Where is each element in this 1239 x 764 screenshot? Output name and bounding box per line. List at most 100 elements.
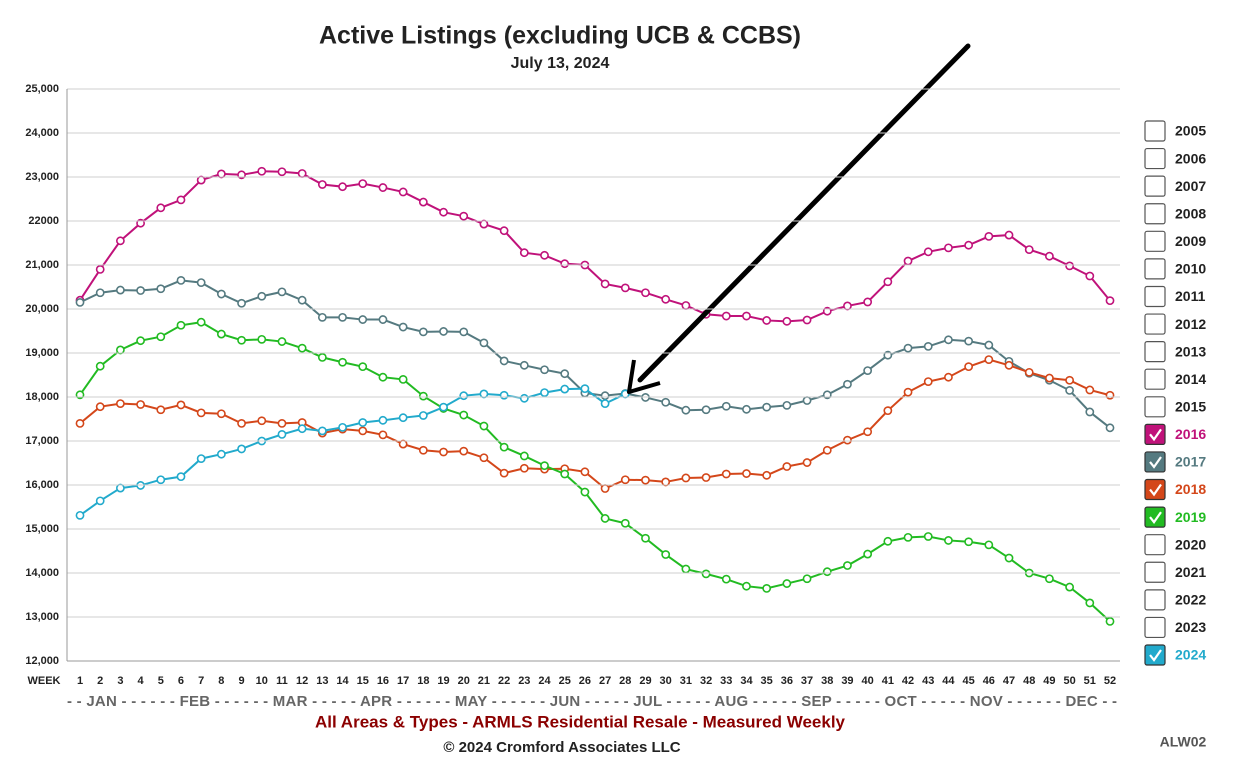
x-tick-label: 31 [680, 675, 692, 687]
x-tick-label: 26 [579, 675, 591, 687]
x-tick-label: 24 [538, 675, 551, 687]
data-point [338, 422, 347, 432]
legend-item: 2005 [1144, 120, 1206, 142]
data-point [903, 532, 913, 542]
data-point [1065, 385, 1075, 395]
y-tick-label: 17,000 [25, 435, 59, 447]
legend-checkbox [1144, 451, 1166, 473]
data-point [277, 418, 287, 428]
x-tick-label: 2 [97, 675, 103, 687]
data-point [257, 334, 267, 344]
y-tick-label: 24,000 [25, 127, 59, 139]
y-tick-label: 22000 [28, 215, 59, 227]
legend-checkbox [1144, 147, 1166, 170]
x-tick-label: 25 [559, 675, 571, 687]
data-point [459, 391, 469, 401]
data-point [378, 430, 388, 440]
data-point [580, 467, 590, 477]
data-point [479, 453, 489, 463]
x-tick-label: 9 [239, 675, 245, 687]
data-point [620, 475, 630, 485]
data-point [863, 297, 873, 307]
y-tick-label: 15,000 [25, 523, 59, 535]
legend-check [1149, 649, 1162, 662]
legend-checkbox [1144, 313, 1166, 335]
data-point [378, 315, 388, 324]
x-tick-label: 30 [660, 675, 672, 687]
data-point [115, 399, 125, 408]
data-point [115, 236, 125, 246]
annotation-arrow [627, 43, 971, 394]
data-point [418, 391, 428, 401]
data-point [944, 243, 953, 253]
data-point [742, 581, 751, 591]
x-tick-label: 43 [922, 675, 934, 687]
data-point [1004, 360, 1014, 370]
legend-item: 2011 [1144, 285, 1206, 308]
x-tick-label: 14 [336, 675, 349, 687]
legend-label: 2012 [1175, 316, 1206, 332]
y-tick-label: 20,000 [25, 303, 59, 315]
data-point [1085, 407, 1095, 417]
legend-item: 2020 [1144, 534, 1206, 556]
data-point [661, 294, 671, 304]
x-tick-label: 29 [639, 675, 651, 687]
data-point [156, 284, 166, 294]
x-tick-label: 13 [316, 675, 328, 687]
x-tick-label: 16 [377, 675, 389, 687]
legend-checkbox [1144, 478, 1166, 501]
data-point [782, 579, 792, 588]
legend-check [1149, 456, 1162, 469]
x-tick-label: 1 [77, 675, 83, 687]
legend-label: 2018 [1175, 481, 1206, 497]
data-point [661, 477, 671, 487]
data-point [641, 533, 650, 543]
data-point [519, 451, 529, 461]
legend-label: 2020 [1175, 536, 1206, 552]
data-point [75, 297, 85, 307]
x-tick-label: 52 [1104, 675, 1116, 687]
data-point [317, 180, 327, 189]
legend-item: 2016 [1144, 423, 1206, 445]
legend-item: 2006 [1144, 147, 1206, 170]
data-point [822, 445, 832, 455]
x-tick-label: 51 [1084, 675, 1096, 687]
legend-item: 2018 [1144, 478, 1206, 501]
x-tick-label: 44 [942, 675, 955, 687]
data-point [358, 362, 368, 372]
data-point [136, 336, 145, 346]
data-point [317, 312, 327, 322]
y-tick-label: 21,000 [25, 259, 59, 271]
data-point [439, 447, 448, 457]
data-point [196, 454, 206, 463]
data-point [1085, 271, 1095, 281]
y-tick-label: 13,000 [25, 611, 59, 623]
data-point [115, 345, 125, 355]
series-line [79, 321, 1111, 623]
data-point [641, 475, 650, 485]
x-tick-label: 22 [498, 675, 510, 687]
x-tick-label: 42 [902, 675, 914, 687]
data-point [277, 167, 287, 177]
data-point [216, 409, 226, 419]
data-point [115, 285, 125, 295]
data-point [338, 357, 347, 367]
data-point [984, 231, 994, 241]
data-point [822, 567, 832, 577]
data-point [237, 335, 246, 345]
legend-label: 2013 [1175, 343, 1206, 359]
data-point [176, 320, 186, 330]
series-line [79, 279, 1111, 429]
x-tick-label: 4 [138, 675, 145, 687]
data-point [540, 388, 549, 397]
legend-checkbox [1144, 561, 1166, 583]
data-point [721, 401, 731, 411]
data-point [277, 337, 287, 346]
data-point [540, 461, 549, 471]
x-tick-label: 46 [983, 675, 995, 687]
legend-checkbox [1144, 506, 1166, 528]
x-tick-label: 23 [518, 675, 530, 687]
data-point [984, 540, 994, 550]
legend-label: 2011 [1175, 288, 1206, 304]
x-tick-label: 33 [720, 675, 732, 687]
